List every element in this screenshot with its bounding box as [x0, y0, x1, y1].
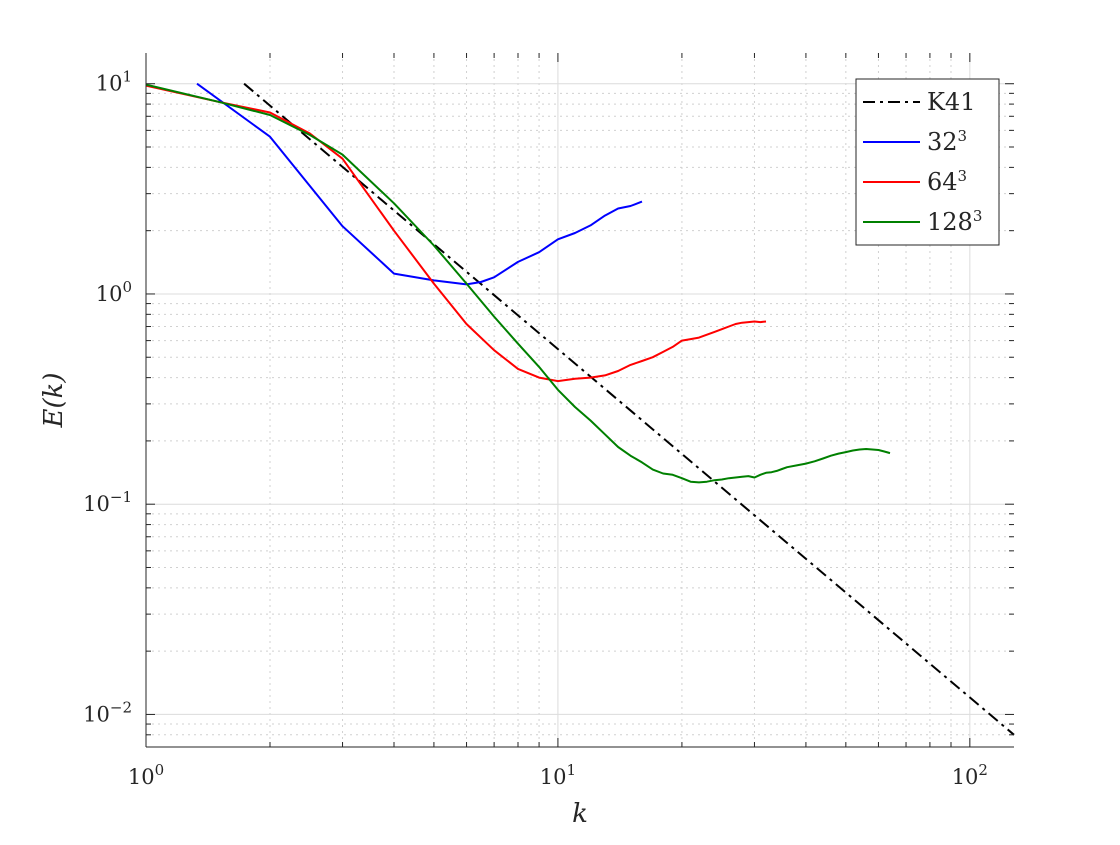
series-line-4 [145, 83, 891, 484]
y-tick-label: 10−1 [83, 488, 132, 516]
y-axis-label: E(k) [39, 372, 69, 428]
axes-frame [145, 53, 1014, 748]
x-tick-label: 102 [952, 761, 988, 789]
legend-label-4: 1283 [927, 207, 982, 236]
x-tick-label: 101 [540, 761, 576, 789]
y-tick-label: 10−2 [83, 698, 132, 726]
legend-label-2: 323 [927, 127, 967, 156]
legend-box [855, 78, 1000, 246]
ticks [145, 53, 1014, 748]
x-tick-labels: 100 101 102 [128, 761, 988, 789]
series-line-3 [145, 84, 767, 383]
y-tick-label: 101 [96, 68, 132, 96]
series-layer [145, 82, 1015, 736]
legend-label-1: K41 [927, 88, 975, 116]
y-tick-labels: 10−2 10−1 100 101 [83, 68, 132, 727]
legend-label-3: 643 [927, 167, 967, 196]
x-axis-label: k [572, 799, 588, 829]
x-tick-label: 100 [128, 761, 164, 789]
y-tick-label: 100 [96, 278, 132, 306]
series-line-1 [243, 82, 1015, 736]
series-line-2 [196, 82, 643, 286]
legend: K41 323 643 1283 [855, 78, 1000, 246]
